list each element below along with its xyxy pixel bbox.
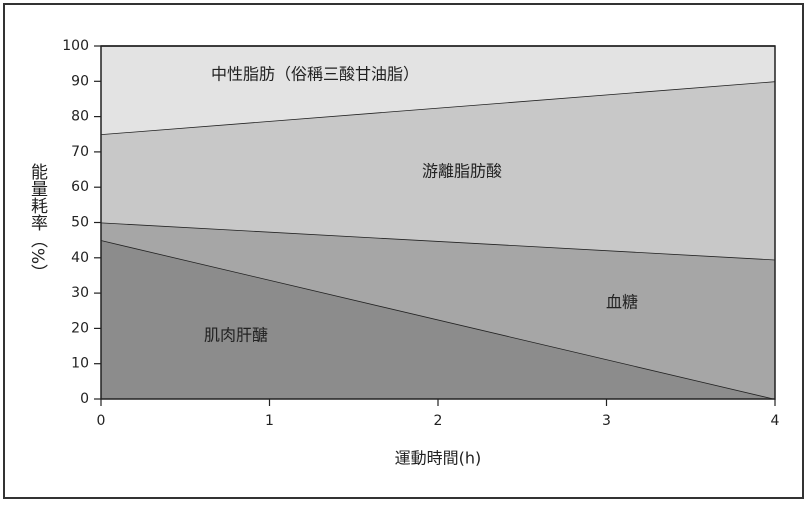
area	[101, 222, 775, 399]
y-tick-label: 90	[71, 73, 89, 89]
y-tick-label: 60	[71, 179, 89, 195]
x-tick-label: 1	[265, 413, 274, 429]
y-tick-label: 0	[80, 391, 89, 407]
y-tick-label: 20	[71, 320, 89, 336]
x-tick-label: 3	[602, 413, 611, 429]
series-label: 血糖	[606, 293, 638, 312]
series-label: 肌肉肝醣	[204, 326, 268, 345]
y-tick-label: 50	[71, 215, 89, 231]
x-tick-label: 4	[771, 413, 780, 429]
y-tick-label: 30	[71, 285, 89, 301]
y-tick-label: 80	[71, 109, 89, 125]
area	[101, 46, 775, 135]
y-axis-title: 能量耗率（%）	[27, 163, 48, 281]
x-axis-title: 運動時間(h)	[395, 449, 482, 468]
series-label: 游離脂肪酸	[422, 162, 502, 181]
y-tick-label: 70	[71, 144, 89, 160]
y-tick-label: 100	[62, 38, 89, 54]
y-tick-label: 10	[71, 356, 89, 372]
series-label: 中性脂肪（俗稱三酸甘油脂）	[211, 65, 419, 84]
x-tick-label: 0	[97, 413, 106, 429]
area	[101, 81, 775, 260]
x-tick-label: 2	[434, 413, 443, 429]
areas	[100, 45, 776, 400]
y-tick-label: 40	[71, 250, 89, 266]
